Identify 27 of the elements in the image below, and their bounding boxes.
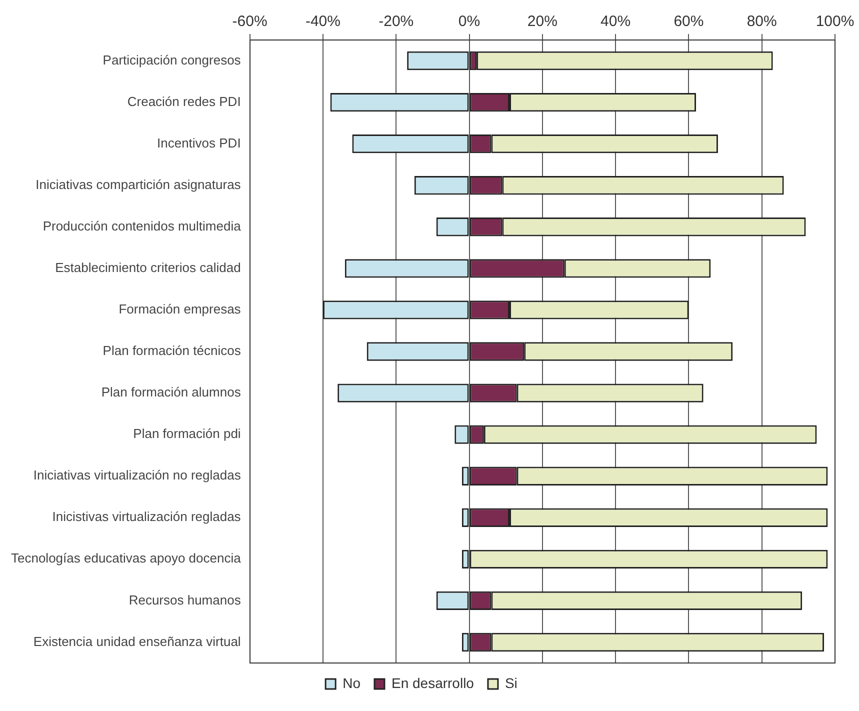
y-tick-label: Establecimiento criterios calidad	[55, 260, 241, 276]
legend-label: En desarrollo	[391, 674, 474, 691]
y-tick-label: Participación congresos	[102, 52, 242, 68]
x-tick-label: 20%	[527, 13, 558, 30]
legend-label: Si	[504, 674, 518, 691]
y-tick-label: Incentivos PDI	[156, 135, 241, 150]
x-tick-label: -20%	[378, 13, 414, 30]
y-tick-label: Plan formación alumnos	[101, 384, 242, 400]
x-tick-label: 80%	[746, 13, 777, 30]
y-tick-label: Existencia unidad enseñanza virtual	[33, 634, 241, 649]
x-tick-label: 0%	[458, 13, 480, 30]
y-tick-label: Recursos humanos	[128, 592, 242, 608]
x-tick-label: -60%	[232, 13, 268, 30]
y-tick-label: Tecnologías educativas apoyo docencia	[10, 550, 242, 566]
y-tick-label: Formación empresas	[118, 302, 242, 317]
y-tick-label: Creación redes PDI	[127, 94, 241, 109]
x-tick-label: -40%	[305, 13, 340, 30]
y-tick-label: Iniciativas compartición asignaturas	[36, 176, 242, 192]
y-tick-label: Inicistivas virtualización regladas	[52, 509, 242, 524]
y-tick-label: Plan formación técnicos	[102, 343, 242, 358]
legend-label: No	[342, 674, 361, 691]
x-tick-label: 100%	[816, 13, 854, 30]
y-tick-label: Iniciativas virtualización no regladas	[33, 468, 242, 483]
x-tick-label: 40%	[600, 13, 631, 30]
x-tick-label: 60%	[674, 13, 704, 30]
y-tick-label: Producción contenidos multimedia	[42, 218, 242, 234]
y-tick-label: Plan formación pdi	[133, 426, 241, 442]
